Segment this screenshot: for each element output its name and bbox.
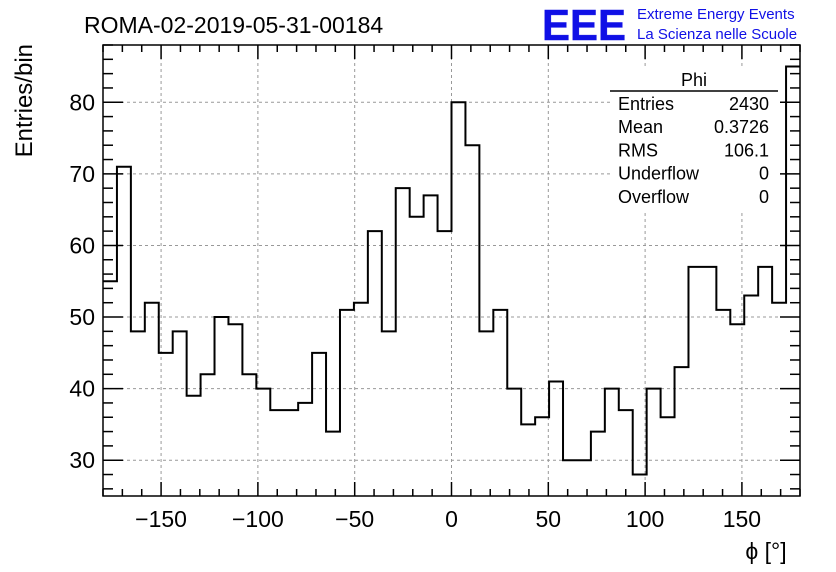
histogram-bin	[619, 410, 633, 496]
y-axis-label: Entries/bin	[11, 44, 38, 157]
histogram-bin	[675, 367, 689, 496]
y-tick-labels: 30 40 50 60 70 80	[69, 89, 95, 473]
histogram-bin	[605, 389, 619, 496]
plot-frame	[102, 44, 801, 497]
histogram-bin	[326, 432, 340, 496]
histogram-bin	[772, 303, 786, 496]
y-tick-label: 40	[69, 376, 95, 402]
histogram-series	[103, 65, 800, 496]
histogram-bin	[312, 353, 326, 496]
histogram-bin	[159, 353, 173, 496]
histogram-bin	[452, 102, 466, 496]
histogram-bin	[340, 310, 354, 496]
y-tick-label: 80	[69, 89, 95, 115]
y-tick-label: 50	[69, 304, 95, 330]
stats-label: Mean	[618, 117, 663, 137]
histogram-bin	[535, 417, 549, 496]
histogram-bin	[410, 217, 424, 496]
stats-value: 0	[759, 187, 769, 207]
histogram-bin	[396, 188, 410, 496]
histogram-bin	[201, 374, 215, 496]
y-tick-label: 30	[69, 447, 95, 473]
histogram-bin	[298, 403, 312, 496]
histogram-bin	[661, 417, 675, 496]
stats-value: 106.1	[724, 140, 769, 160]
histogram-bin	[549, 381, 563, 496]
x-tick-label: 0	[445, 506, 458, 532]
histogram-bin	[563, 460, 577, 496]
stats-label: Entries	[618, 94, 674, 114]
histogram-bin	[688, 267, 702, 496]
y-tick-label: 70	[69, 161, 95, 187]
histogram-bin	[117, 167, 131, 496]
eee-logo-letters: EEE	[542, 1, 626, 50]
histogram-bin	[465, 145, 479, 496]
histogram-bin	[438, 231, 452, 496]
histogram-bin	[507, 389, 521, 496]
chart-title: ROMA-02-2019-05-31-00184	[84, 12, 383, 38]
stats-box-title: Phi	[681, 70, 707, 90]
eee-logo: EEE Extreme Energy Events La Scienza nel…	[542, 1, 797, 51]
histogram-bin	[270, 410, 284, 496]
histogram-bin	[173, 331, 187, 496]
x-tick-label: 100	[626, 506, 664, 532]
histogram-bin	[647, 389, 661, 496]
x-tick-label: −100	[232, 506, 284, 532]
histogram-bin	[730, 324, 744, 496]
histogram-bin	[591, 432, 605, 496]
eee-logo-line1: Extreme Energy Events	[637, 6, 795, 23]
histogram-bin	[256, 389, 270, 496]
histogram-bin	[424, 195, 438, 496]
histogram-bin	[242, 374, 256, 496]
histogram-bin	[382, 331, 396, 496]
histogram-bin	[702, 267, 716, 496]
eee-logo-line2: La Scienza nelle Scuole	[637, 26, 797, 43]
histogram-bin	[577, 460, 591, 496]
x-tick-label: −50	[335, 506, 374, 532]
histogram-bin	[187, 396, 201, 496]
histogram-bin	[479, 331, 493, 496]
histogram-bin	[354, 303, 368, 496]
stats-value: 2430	[729, 94, 769, 114]
stats-value: 0.3726	[714, 117, 769, 137]
axis-ticks	[102, 44, 801, 496]
histogram-bin	[368, 231, 382, 496]
stats-label: RMS	[618, 140, 658, 160]
stats-value: 0	[759, 164, 769, 184]
stats-label: Underflow	[618, 164, 700, 184]
x-tick-label: 50	[536, 506, 562, 532]
histogram-outline	[103, 65, 800, 476]
histogram-bin	[228, 324, 242, 496]
x-tick-label: −150	[135, 506, 187, 532]
histogram-bin	[521, 424, 535, 496]
x-tick-labels: −150 −100 −50 0 50 100 150	[135, 506, 761, 532]
stats-box: Phi Entries 2430 Mean 0.3726 RMS 106.1 Underfl…	[610, 66, 778, 211]
histogram-bin	[131, 331, 145, 496]
stats-box-background	[610, 66, 778, 211]
histogram-bin	[493, 310, 507, 496]
histogram-bin	[744, 296, 758, 496]
y-tick-label: 60	[69, 232, 95, 258]
x-axis-label: ϕ [°]	[745, 538, 786, 564]
histogram-bin	[145, 303, 159, 496]
x-tick-label: 150	[723, 506, 761, 532]
histogram-bin	[758, 267, 772, 496]
histogram-bin	[284, 410, 298, 496]
stats-label: Overflow	[618, 187, 690, 207]
histogram-bin	[215, 317, 229, 496]
histogram-bin	[716, 310, 730, 496]
